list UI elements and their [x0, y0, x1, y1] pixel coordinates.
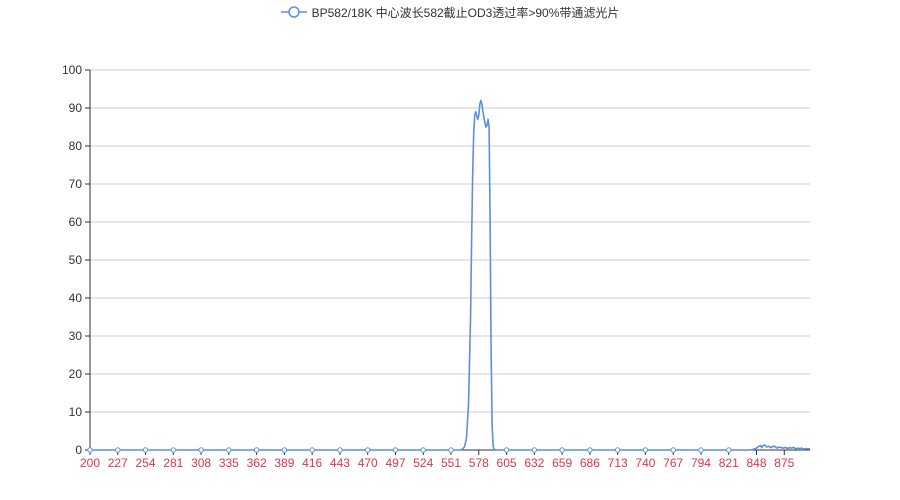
x-tick-label: 875	[774, 456, 794, 470]
x-tick-label: 362	[247, 456, 267, 470]
data-point-marker[interactable]	[726, 447, 732, 453]
legend-label: BP582/18K 中心波长582截止OD3透过率>90%带通滤光片	[311, 5, 620, 20]
data-point-marker[interactable]	[253, 447, 260, 453]
y-tick-label: 60	[69, 215, 83, 229]
x-tick-label: 821	[719, 456, 739, 470]
series-line	[90, 99, 810, 451]
x-tick-label: 497	[385, 456, 405, 470]
x-tick-label: 686	[580, 456, 600, 470]
y-tick-label: 90	[69, 101, 83, 115]
axes: 0 10 20 30 40 50 60 70 80 90 100 200 227 254 281 308 335…	[62, 63, 810, 470]
data-point-marker[interactable]	[170, 447, 177, 453]
data-point-marker[interactable]	[420, 447, 426, 453]
x-tick-label: 848	[746, 456, 766, 470]
y-tick-label: 100	[62, 63, 82, 77]
data-point-marker[interactable]	[503, 447, 510, 453]
data-point-marker[interactable]	[281, 447, 288, 453]
x-tick-label: 632	[524, 456, 544, 470]
data-point-marker[interactable]	[365, 447, 371, 453]
line-circle-icon	[280, 6, 307, 18]
y-tick-label: 40	[69, 291, 83, 305]
data-point-marker[interactable]	[614, 447, 621, 453]
data-point-marker[interactable]	[448, 447, 454, 453]
x-tick-label: 335	[219, 456, 239, 470]
y-tick-label: 20	[69, 367, 83, 381]
data-point-marker[interactable]	[698, 447, 704, 453]
x-tick-label: 254	[136, 456, 156, 470]
x-tick-label: 551	[441, 456, 461, 470]
chart-legend: BP582/18K 中心波长582截止OD3透过率>90%带通滤光片	[0, 3, 900, 21]
x-tick-label: 416	[302, 456, 322, 470]
x-tick-label: 443	[330, 456, 350, 470]
x-tick-label: 794	[691, 456, 711, 470]
x-tick-label: 713	[608, 456, 628, 470]
data-point-marker[interactable]	[670, 447, 676, 453]
series-layer	[87, 99, 810, 453]
data-point-marker[interactable]	[642, 447, 649, 453]
data-point-marker[interactable]	[226, 447, 232, 453]
y-tick-label: 10	[69, 405, 83, 419]
x-tick-label: 308	[191, 456, 211, 470]
y-tick-label: 70	[69, 177, 83, 191]
x-tick-label: 470	[358, 456, 378, 470]
x-tick-label: 524	[413, 456, 433, 470]
data-point-marker[interactable]	[559, 447, 565, 453]
x-tick-label: 605	[497, 456, 517, 470]
y-tick-label: 30	[69, 329, 83, 343]
data-point-marker[interactable]	[142, 447, 149, 453]
x-tick-label: 767	[663, 456, 683, 470]
x-tick-label: 740	[635, 456, 655, 470]
x-tick-label: 578	[469, 456, 489, 470]
data-point-marker[interactable]	[337, 447, 343, 453]
x-tick-label: 389	[274, 456, 294, 470]
data-point-marker[interactable]	[587, 447, 593, 453]
x-tick-label: 659	[552, 456, 572, 470]
y-tick-label: 0	[75, 443, 82, 457]
x-tick-label: 281	[163, 456, 183, 470]
data-point-marker[interactable]	[392, 447, 399, 453]
x-tick-label: 200	[80, 456, 100, 470]
x-tick-label: 227	[108, 456, 128, 470]
legend-item[interactable]: BP582/18K 中心波长582截止OD3透过率>90%带通滤光片	[280, 4, 620, 21]
data-point-marker[interactable]	[309, 447, 315, 453]
grid-lines	[90, 69, 810, 413]
data-point-marker[interactable]	[531, 447, 538, 453]
data-point-marker[interactable]	[87, 447, 93, 453]
data-point-marker[interactable]	[198, 447, 204, 453]
data-point-marker[interactable]	[115, 447, 121, 453]
y-tick-label: 50	[69, 253, 83, 267]
y-tick-label: 80	[69, 139, 83, 153]
